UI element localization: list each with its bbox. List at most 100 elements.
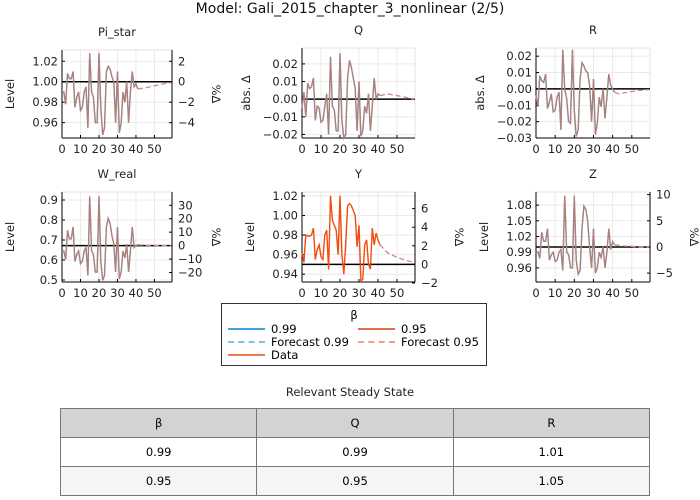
subplot-y: 0 10 20 30 40 50 0.94 0.96 0.98 1.00 1.02 Level Y −2 0… (243, 167, 466, 300)
y-tick-label: 1.02 (272, 189, 298, 203)
legend-label: 0.95 (401, 322, 427, 336)
legend-swatch (228, 328, 265, 330)
legend-item-095: 0.95 (358, 322, 427, 336)
steady-state-table: β Q R 0.99 0.99 1.01 0.95 0.95 1.05 (59, 408, 651, 496)
subplot-title: Y (354, 167, 363, 181)
right-tick-label: −20 (178, 265, 202, 279)
legend-label: 0.99 (271, 322, 297, 336)
right-tick-label: 10 (178, 225, 193, 239)
legend-item-099: 0.99 (228, 322, 297, 336)
y-tick-label: 0.98 (272, 228, 298, 242)
y-tick-label: 0.96 (506, 261, 532, 275)
legend-item-forecast-095: Forecast 0.95 (358, 335, 479, 349)
y-tick-label: 0.00 (506, 82, 532, 96)
legend-item-forecast-099: Forecast 0.99 (228, 335, 349, 349)
table-cell: 0.95 (256, 466, 454, 496)
right-tick-label: 0 (656, 240, 663, 254)
y-axis-label: abs. Δ (473, 75, 487, 111)
y-tick-label: 1.02 (32, 54, 58, 68)
x-tick-label: 10 (548, 286, 563, 300)
x-tick-label: 20 (92, 286, 107, 300)
subplot-title: Pi_star (98, 25, 136, 39)
y-tick-label: 0.94 (272, 267, 298, 281)
legend-label: Forecast 0.95 (401, 335, 479, 349)
x-tick-label: 20 (567, 286, 582, 300)
y-tick-label: −0.03 (497, 131, 532, 145)
x-tick-label: 40 (371, 142, 386, 156)
right-tick-label: 4 (421, 220, 428, 234)
table-cell: 1.05 (452, 466, 651, 496)
y-tick-label: 1.00 (272, 208, 298, 222)
right-tick-label: −10 (178, 252, 202, 266)
right-tick-label: 5 (656, 214, 663, 228)
x-tick-label: 50 (147, 142, 162, 156)
y-tick-label: 1.02 (506, 229, 532, 243)
y-tick-label: 0.96 (32, 116, 58, 130)
x-tick-label: 40 (129, 142, 144, 156)
right-axis-label: %Δ (209, 228, 223, 247)
y-tick-label: 0.9 (40, 193, 58, 207)
x-tick-label: 30 (352, 142, 367, 156)
right-axis-label: %Δ (452, 228, 466, 247)
table-row: 0.95 0.95 1.05 (59, 466, 651, 496)
x-tick-label: 30 (586, 142, 601, 156)
forecast-line-beta-0.95 (614, 244, 649, 248)
x-tick-label: 0 (58, 286, 65, 300)
legend-swatch (228, 341, 265, 343)
y-tick-label: 0.02 (272, 57, 298, 71)
right-tick-label: 0 (178, 239, 185, 253)
x-tick-label: 30 (586, 286, 601, 300)
table-cell: 0.95 (59, 466, 258, 496)
legend-swatch (358, 341, 395, 343)
x-tick-label: 50 (390, 286, 405, 300)
table-title: Relevant Steady State (285, 385, 415, 399)
right-tick-label: 20 (178, 212, 193, 226)
subplot-title: W_real (98, 167, 137, 181)
right-tick-label: −2 (178, 95, 195, 109)
figure-title: Model: Gali_2015_chapter_3_nonlinear (2/… (195, 1, 505, 17)
subplot-title: Q (354, 23, 363, 37)
x-tick-label: 0 (58, 142, 65, 156)
x-tick-label: 10 (548, 142, 563, 156)
y-tick-label: −0.01 (263, 110, 298, 124)
y-tick-label: 1.08 (506, 198, 532, 212)
x-tick-label: 50 (624, 286, 639, 300)
y-axis-label: Level (3, 79, 17, 109)
x-tick-label: 0 (532, 286, 539, 300)
series-line-beta-0.95 (301, 53, 381, 140)
x-tick-label: 50 (624, 142, 639, 156)
subplot-q: 0 10 20 30 40 50 −0.02 −0.01 0.00 0.01 0.02 abs. Δ Q (239, 23, 416, 156)
right-tick-label: 2 (178, 54, 185, 68)
column-header: R (452, 408, 651, 438)
legend-item-data: Data (228, 348, 298, 362)
x-tick-label: 20 (333, 286, 348, 300)
right-tick-label: 2 (421, 239, 428, 253)
legend-title: β (350, 308, 358, 322)
table-header-row: β Q R (59, 408, 651, 438)
subplot-r: 0 10 20 30 40 50 −0.03 −0.02 −0.01 0.00 0.01 0.02 ab… (473, 23, 651, 156)
series-line-beta-0.95 (535, 49, 616, 137)
legend: β 0.99 0.95 Forecast 0.99 Forecast 0.95 … (221, 303, 487, 366)
subplot-z: 0 10 20 30 40 50 0.96 0.99 1.021.05 1.08 Level Z −5 0… (477, 167, 700, 300)
table-row: 0.99 0.99 1.01 (59, 437, 651, 467)
y-tick-label: 0.01 (506, 66, 532, 80)
x-tick-label: 40 (605, 286, 620, 300)
x-tick-label: 0 (298, 142, 305, 156)
series-line-beta-0.95 (62, 53, 139, 136)
x-tick-label: 30 (110, 142, 125, 156)
right-tick-label: 0 (421, 257, 428, 271)
forecast-line-beta-0.95 (379, 244, 415, 263)
right-tick-label: −5 (656, 266, 673, 280)
y-tick-label: 0.5 (40, 273, 58, 287)
y-tick-label: 0.99 (506, 245, 532, 259)
legend-label: Forecast 0.99 (271, 335, 349, 349)
forecast-line-beta-0.95 (614, 89, 650, 95)
y-tick-label: 1.00 (32, 75, 58, 89)
right-tick-label: 10 (656, 188, 671, 202)
right-axis-label: %Δ (687, 228, 700, 247)
subplot-w_real: 0 10 20 30 40 500.50.60.70.80.9LevelW_real−20… (3, 167, 223, 300)
y-tick-label: 0.00 (272, 92, 298, 106)
legend-label: Data (271, 348, 299, 362)
x-tick-label: 50 (390, 142, 405, 156)
